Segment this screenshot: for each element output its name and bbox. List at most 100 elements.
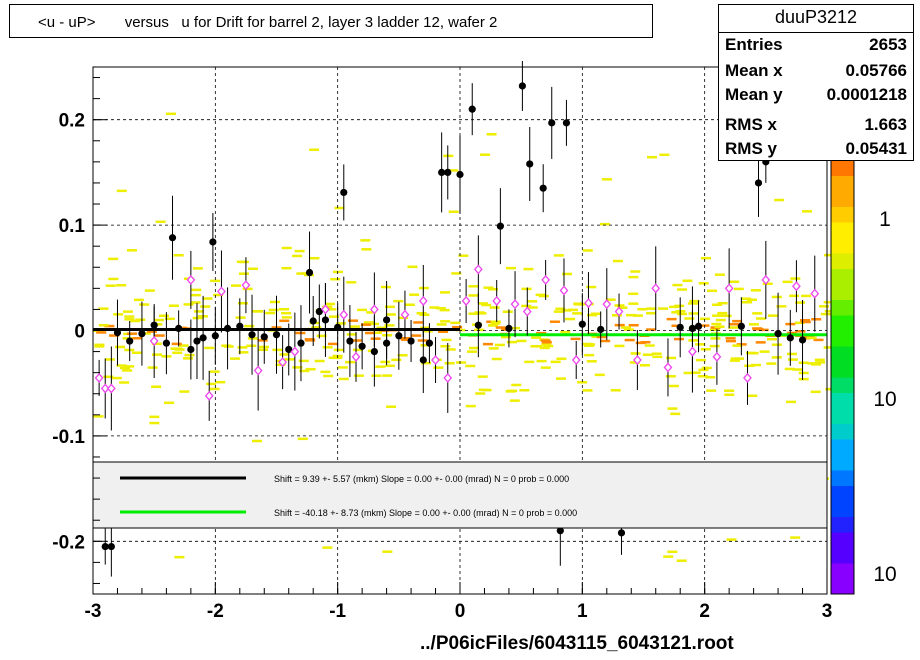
density-cell	[628, 275, 639, 279]
colorbar-cell	[831, 299, 854, 316]
density-cell	[562, 272, 573, 276]
legend-text: Shift = -40.18 +- 8.73 (mkm) Slope = 0.0…	[274, 508, 577, 518]
stats-separator	[719, 32, 913, 33]
density-cell	[268, 308, 279, 312]
density-cell	[726, 538, 737, 541]
stat-label: Mean y	[725, 85, 783, 104]
density-cell	[652, 355, 663, 359]
density-cell	[601, 178, 612, 181]
density-cell	[489, 306, 500, 309]
data-point-hollow	[584, 298, 593, 309]
stat-label: Entries	[725, 35, 783, 54]
data-point-hollow	[792, 281, 801, 292]
density-cell	[104, 358, 115, 361]
density-cell	[456, 361, 467, 364]
density-cell	[786, 352, 797, 356]
density-cell	[401, 338, 412, 341]
density-cell	[413, 321, 424, 324]
density-cell	[202, 297, 213, 300]
density-cell	[108, 277, 119, 281]
stat-label: RMS x	[725, 115, 777, 134]
data-point	[774, 330, 782, 338]
colorbar-cell	[831, 206, 854, 223]
density-cell	[744, 364, 755, 368]
density-cell	[750, 289, 761, 292]
density-cell	[721, 314, 732, 318]
density-cell	[178, 344, 189, 347]
data-point	[597, 325, 605, 334]
data-point-hollow	[351, 351, 361, 362]
density-cell	[668, 384, 679, 388]
data-point-hollow	[663, 362, 673, 373]
density-cell	[477, 375, 488, 378]
density-cell	[133, 298, 144, 302]
density-cell	[577, 381, 588, 384]
density-cell	[677, 288, 688, 291]
density-cell	[825, 387, 836, 391]
density-cell	[155, 220, 166, 224]
density-cell	[209, 370, 220, 373]
data-point	[272, 331, 281, 339]
density-cell	[530, 345, 541, 348]
density-cell	[659, 153, 670, 157]
density-cell	[475, 392, 486, 395]
density-cell	[804, 335, 815, 338]
density-cell	[127, 332, 138, 335]
density-cell	[490, 322, 501, 325]
density-cell	[382, 334, 393, 337]
data-point	[193, 337, 201, 345]
density-cell	[724, 393, 735, 396]
density-cell	[104, 324, 115, 328]
density-cell	[451, 272, 462, 275]
density-cell	[798, 371, 809, 375]
density-cell	[294, 249, 305, 253]
stat-row-rms-y: RMS y 0.05431	[725, 139, 907, 163]
density-cell	[747, 298, 758, 301]
density-cell	[144, 289, 155, 292]
density-cell	[586, 360, 597, 363]
data-point	[737, 322, 745, 330]
density-cell	[281, 316, 292, 319]
density-cell	[130, 319, 141, 323]
data-point	[209, 238, 217, 246]
data-point	[187, 345, 195, 354]
density-cell	[742, 300, 753, 304]
density-cell	[404, 303, 415, 306]
density-cell	[237, 346, 248, 349]
density-cell	[674, 304, 685, 308]
density-cell	[561, 309, 572, 312]
density-cell	[617, 306, 628, 309]
density-cell	[440, 320, 451, 323]
density-cell	[292, 254, 303, 258]
density-cell	[365, 331, 376, 335]
colorbar-cell	[831, 454, 854, 471]
density-cell	[710, 337, 721, 340]
density-cell	[299, 369, 310, 373]
data-point	[211, 332, 219, 340]
density-cell	[270, 300, 281, 304]
density-cell	[393, 299, 404, 303]
density-cell	[132, 336, 143, 340]
density-cell	[630, 352, 641, 355]
density-cell	[536, 359, 547, 363]
density-cell	[119, 366, 130, 370]
density-cell	[458, 254, 469, 257]
data-point	[101, 542, 109, 551]
density-cell	[646, 155, 657, 159]
data-point-hollow	[633, 355, 642, 365]
colorbar-label: 10	[873, 388, 896, 411]
density-cell	[560, 330, 571, 334]
density-cell	[174, 555, 185, 559]
colorbar-cell	[831, 191, 854, 207]
density-cell	[258, 348, 269, 352]
density-cell	[366, 311, 377, 314]
density-cell	[385, 313, 396, 316]
density-cell	[524, 360, 535, 364]
data-point-hollow	[510, 299, 520, 310]
data-point	[468, 105, 476, 113]
density-cell	[164, 401, 175, 405]
density-cell	[584, 344, 595, 347]
data-point	[334, 323, 342, 331]
density-cell	[192, 316, 203, 320]
density-cell	[629, 361, 640, 364]
